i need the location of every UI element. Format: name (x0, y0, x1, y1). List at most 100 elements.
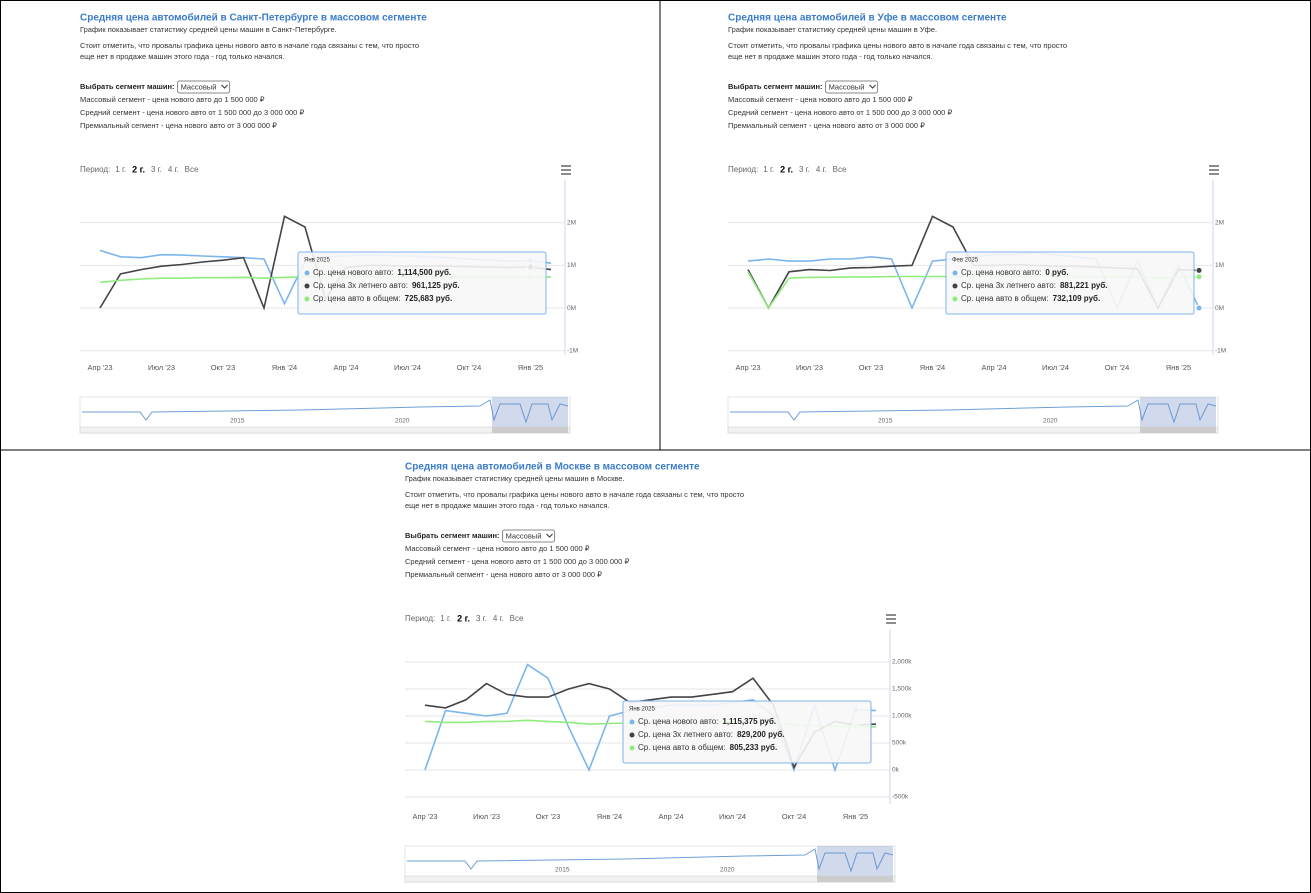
period-button[interactable]: 1 г. (115, 165, 126, 174)
navigator-label: 2020 (720, 867, 735, 874)
description: Стоит отметить, что провалы графика цены… (405, 490, 744, 499)
period-button[interactable]: 2 г. (457, 613, 470, 623)
period-button[interactable]: 2 г. (132, 164, 145, 174)
tooltip-title: Янв 2025 (629, 707, 656, 713)
segment-info: Средний сегмент - цена нового авто от 1 … (80, 108, 304, 117)
tooltip-value: 725,683 руб. (405, 294, 453, 303)
select-chevron (546, 533, 553, 538)
tooltip-marker (952, 296, 958, 302)
x-tick-label: Окт '24 (457, 363, 482, 372)
x-tick-label: Июл '23 (473, 812, 500, 821)
x-tick-label: Июл '24 (394, 363, 421, 372)
x-tick-label: Окт '23 (859, 363, 884, 372)
description: Стоит отметить, что провалы графика цены… (80, 41, 419, 50)
x-tick-label: Июл '24 (719, 812, 746, 821)
navigator-label: 2020 (395, 418, 410, 425)
y-tick-label: 1M (1215, 262, 1224, 269)
tooltip-value: 961,125 руб. (412, 281, 460, 290)
select-chevron (869, 84, 876, 89)
hover-point (1195, 304, 1203, 312)
tooltip (297, 251, 547, 315)
tooltip-value: 829,200 руб. (737, 730, 785, 739)
period-label: Период: (405, 614, 435, 623)
x-tick-label: Янв '25 (1166, 363, 1191, 372)
period-button[interactable]: 3 г. (799, 165, 810, 174)
y-tick-label: 0k (892, 767, 900, 774)
period-button[interactable]: 4 г. (168, 165, 179, 174)
period-button[interactable]: 3 г. (476, 614, 487, 623)
period-button[interactable]: 4 г. (816, 165, 827, 174)
segment-info: Массовый сегмент - цена нового авто до 1… (405, 544, 590, 553)
panel: Средняя цена автомобилей в Москве в масс… (404, 461, 912, 883)
tooltip-marker (952, 283, 958, 289)
segment-select[interactable] (825, 80, 879, 94)
tooltip-name: Ср. цена авто в общем: (638, 743, 726, 752)
description: еще нет в продаже машин этого года - год… (728, 52, 933, 61)
tooltip-marker (304, 270, 310, 276)
x-tick-label: Июл '23 (148, 363, 175, 372)
x-tick-label: Янв '25 (843, 812, 868, 821)
x-tick-label: Апр '23 (412, 812, 437, 821)
period-button[interactable]: 4 г. (493, 614, 504, 623)
tooltip-name: Ср. цена нового авто: (313, 268, 393, 277)
title: Средняя цена автомобилей в Москве в масс… (405, 461, 700, 473)
navigator-label: 2020 (1043, 418, 1058, 425)
select-chevron (221, 84, 228, 89)
title: Средняя цена автомобилей в Уфе в массово… (728, 12, 1007, 24)
tooltip-marker (629, 719, 635, 725)
navigator-thumb[interactable] (817, 876, 893, 882)
tooltip-marker (952, 270, 958, 276)
x-tick-label: Апр '23 (87, 363, 112, 372)
period-label: Период: (80, 165, 110, 174)
description: График показывает статистику средней цен… (80, 25, 337, 34)
x-tick-label: Янв '24 (920, 363, 945, 372)
tooltip-value: 1,115,375 руб. (722, 717, 776, 726)
description: еще нет в продаже машин этого года - год… (80, 52, 285, 61)
period-button[interactable]: 3 г. (151, 165, 162, 174)
panel: Средняя цена автомобилей в Санкт-Петербу… (79, 12, 578, 434)
segment-info: Средний сегмент - цена нового авто от 1 … (405, 557, 629, 566)
hover-point (1195, 273, 1203, 281)
tooltip-name: Ср. цена 3х летнего авто: (638, 730, 733, 739)
period-button[interactable]: Все (185, 165, 199, 174)
period-button[interactable]: Все (833, 165, 847, 174)
y-tick-label: 1,500k (892, 686, 912, 693)
y-tick-label: -1M (567, 347, 578, 354)
y-tick-label: 1M (567, 262, 576, 269)
x-tick-label: Апр '24 (333, 363, 358, 372)
tooltip-marker (629, 732, 635, 738)
navigator-scrollbar (404, 875, 896, 883)
tooltip (622, 700, 872, 764)
segment-select[interactable] (177, 80, 231, 94)
x-tick-label: Окт '23 (536, 812, 561, 821)
tooltip-title: Фев 2025 (952, 258, 979, 264)
y-tick-label: 0M (1215, 305, 1224, 312)
navigator-label: 2015 (555, 867, 570, 874)
period-button[interactable]: 1 г. (763, 165, 774, 174)
y-tick-label: -1M (1215, 347, 1226, 354)
x-tick-label: Янв '24 (272, 363, 297, 372)
y-tick-label: 500k (892, 740, 907, 747)
navigator-thumb[interactable] (1140, 427, 1216, 433)
tooltip-value: 881,221 руб. (1060, 281, 1108, 290)
navigator-thumb[interactable] (492, 427, 568, 433)
y-tick-label: 2M (567, 219, 576, 226)
segment-value: Массовый (181, 82, 217, 91)
y-tick-label: 1,000k (892, 713, 912, 720)
period-button[interactable]: Все (510, 614, 524, 623)
segment-label: Выбрать сегмент машин: (80, 82, 175, 91)
description: Стоит отметить, что провалы графика цены… (728, 41, 1067, 50)
x-tick-label: Окт '24 (782, 812, 807, 821)
x-tick-label: Апр '24 (981, 363, 1006, 372)
period-button[interactable]: 2 г. (780, 164, 793, 174)
title: Средняя цена автомобилей в Санкт-Петербу… (80, 12, 427, 24)
period-button[interactable]: 1 г. (440, 614, 451, 623)
segment-select[interactable] (502, 529, 556, 543)
segment-info: Средний сегмент - цена нового авто от 1 … (728, 108, 952, 117)
period-label: Период: (728, 165, 758, 174)
tooltip-name: Ср. цена 3х летнего авто: (961, 281, 1056, 290)
segment-info: Премиальный сегмент - цена нового авто о… (405, 570, 602, 579)
tooltip-name: Ср. цена нового авто: (638, 717, 718, 726)
x-tick-label: Июл '23 (796, 363, 823, 372)
